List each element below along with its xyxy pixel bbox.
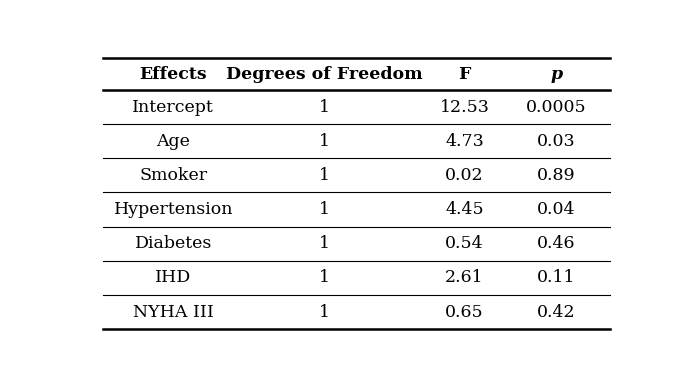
Text: 1: 1 — [319, 99, 330, 115]
Text: 0.42: 0.42 — [537, 303, 576, 321]
Text: 0.65: 0.65 — [445, 303, 484, 321]
Text: Effects: Effects — [139, 65, 207, 83]
Text: 0.0005: 0.0005 — [526, 99, 587, 115]
Text: 12.53: 12.53 — [440, 99, 489, 115]
Text: Age: Age — [157, 133, 190, 150]
Text: 0.54: 0.54 — [445, 235, 484, 252]
Text: 1: 1 — [319, 167, 330, 184]
Text: p: p — [551, 65, 562, 83]
Text: Degrees of Freedom: Degrees of Freedom — [226, 65, 422, 83]
Text: Intercept: Intercept — [132, 99, 214, 115]
Text: 0.04: 0.04 — [537, 201, 576, 218]
Text: 1: 1 — [319, 201, 330, 218]
Text: 1: 1 — [319, 133, 330, 150]
Text: 1: 1 — [319, 235, 330, 252]
Text: Diabetes: Diabetes — [134, 235, 212, 252]
Text: 1: 1 — [319, 269, 330, 287]
Text: 1: 1 — [319, 303, 330, 321]
Text: 0.02: 0.02 — [445, 167, 484, 184]
Text: Smoker: Smoker — [139, 167, 207, 184]
Text: 4.45: 4.45 — [445, 201, 484, 218]
Text: 4.73: 4.73 — [445, 133, 484, 150]
Text: IHD: IHD — [155, 269, 191, 287]
Text: F: F — [459, 65, 470, 83]
Text: 0.46: 0.46 — [537, 235, 576, 252]
Text: NYHA III: NYHA III — [133, 303, 214, 321]
Text: 0.03: 0.03 — [537, 133, 576, 150]
Text: 0.89: 0.89 — [537, 167, 576, 184]
Text: Hypertension: Hypertension — [113, 201, 233, 218]
Text: 0.11: 0.11 — [537, 269, 576, 287]
Text: 2.61: 2.61 — [445, 269, 484, 287]
